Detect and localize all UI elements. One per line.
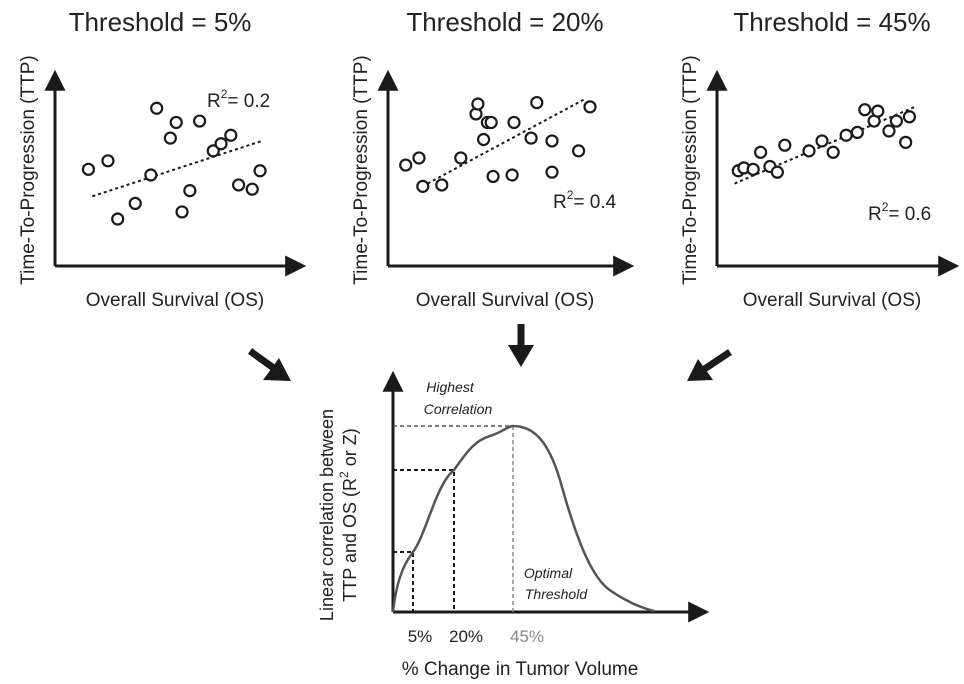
panel-3-point-18: [899, 135, 913, 149]
scatter-panel-3: Threshold = 45% Time-To-Progression (TTP…: [680, 7, 960, 311]
panel-1-point-4: [128, 196, 142, 210]
panel-3-title: Threshold = 45%: [733, 7, 930, 37]
bottom-x-label: % Change in Tumor Volume: [402, 659, 639, 680]
panel-1-point-16: [245, 182, 259, 196]
panel-2-point-13: [507, 115, 521, 130]
panel-1-title: Threshold = 5%: [69, 7, 252, 37]
panel-1-y-label: Time-To-Progression (TTP): [18, 55, 39, 284]
panel-1-points: [81, 101, 267, 226]
panel-2-title: Threshold = 20%: [406, 7, 603, 37]
panel-2-point-12: [505, 168, 519, 182]
panel-3-r2-label: R2= 0.6: [868, 200, 931, 225]
tick-5-percent: 5%: [408, 627, 433, 646]
panel-3-points: [731, 103, 917, 185]
panel-1-point-2: [101, 154, 115, 168]
panel-2-point-5: [454, 151, 468, 165]
guide-5-percent: [393, 551, 414, 612]
panel-3-point-17: [889, 114, 904, 128]
panel-1-point-8: [169, 115, 183, 130]
panel-2-trend-line: [416, 97, 587, 191]
panel-3-point-8: [802, 144, 816, 158]
panel-1-point-11: [193, 114, 207, 128]
panel-3-point-6: [770, 165, 784, 179]
panel-3-point-10: [826, 145, 840, 159]
panel-1-x-label: Overall Survival (OS): [86, 290, 264, 311]
annotation-optimal: Optimal: [524, 565, 573, 581]
arrow-left-icon: [247, 348, 291, 381]
panel-2-x-label: Overall Survival (OS): [416, 290, 594, 311]
panel-2-y-label: Time-To-Progression (TTP): [351, 55, 372, 284]
panel-3-point-3: [746, 162, 760, 176]
panel-1-point-10: [183, 184, 197, 198]
bottom-y-label-line1: Linear correlation between: [317, 409, 337, 621]
panel-1-point-7: [163, 131, 177, 145]
tick-20-percent: 20%: [449, 627, 483, 646]
panel-1-point-14: [224, 128, 238, 142]
panel-3-point-19: [902, 110, 917, 124]
panel-3-point-7: [778, 138, 792, 152]
arrow-center-icon: [508, 324, 534, 367]
panel-1-point-9: [175, 205, 189, 219]
connector-arrows: [247, 324, 732, 381]
panel-1-point-1: [81, 162, 96, 176]
panel-3-point-4: [754, 145, 768, 159]
panel-2-point-3: [416, 179, 430, 193]
annotation-threshold: Threshold: [525, 586, 588, 602]
scatter-panel-1: Threshold = 5% Time-To-Progression (TTP)…: [18, 7, 307, 311]
tick-45-percent: 45%: [510, 627, 544, 646]
panel-3-point-15: [871, 104, 885, 118]
correlation-curve: [391, 424, 655, 613]
correlation-curve-chart: Highest Correlation Optimal Threshold 5%…: [317, 370, 710, 680]
panel-3-point-11: [839, 128, 853, 142]
panel-1-point-5: [144, 168, 158, 182]
panel-2-point-15: [530, 95, 544, 110]
bottom-y-label-line2: TTP and OS (R2 or Z): [337, 428, 360, 601]
panel-2-point-18: [571, 144, 586, 158]
panel-2-point-10: [484, 115, 498, 130]
panel-3-x-label: Overall Survival (OS): [743, 290, 921, 311]
panel-3-point-12: [850, 125, 864, 139]
panel-3-y-label: Time-To-Progression (TTP): [680, 55, 701, 284]
scatter-panel-2: Threshold = 20% Time-To-Progression (TTP…: [351, 7, 635, 311]
panel-1-r2-label: R2= 0.2: [207, 87, 270, 112]
arrow-right-icon: [687, 349, 732, 381]
panel-2-point-19: [583, 100, 597, 114]
panel-2-point-11: [486, 169, 500, 184]
panel-1-point-3: [111, 212, 125, 226]
panel-2-point-14: [524, 131, 538, 145]
panel-3-point-9: [815, 134, 829, 148]
panel-2-point-8: [477, 132, 491, 147]
guide-20-percent: [393, 469, 455, 612]
panel-1-point-13: [214, 137, 228, 151]
panel-2-point-17: [545, 134, 559, 148]
panel-3-point-16: [882, 124, 896, 138]
panel-1-point-17: [253, 164, 267, 178]
panel-3-point-13: [858, 103, 872, 117]
panel-2-point-1: [399, 158, 413, 172]
panel-2-point-4: [435, 178, 449, 192]
panel-2-point-2: [412, 151, 426, 165]
panel-2-point-16: [545, 165, 559, 179]
panel-1-point-12: [206, 144, 220, 158]
panel-1-point-15: [232, 178, 246, 192]
panel-2-point-7: [471, 97, 485, 111]
panel-2-r2-label: R2= 0.4: [553, 188, 617, 213]
annotation-correlation: Correlation: [424, 401, 493, 417]
panel-2-points: [399, 95, 597, 193]
annotation-highest: Highest: [426, 379, 475, 395]
panel-1-point-6: [150, 101, 164, 115]
